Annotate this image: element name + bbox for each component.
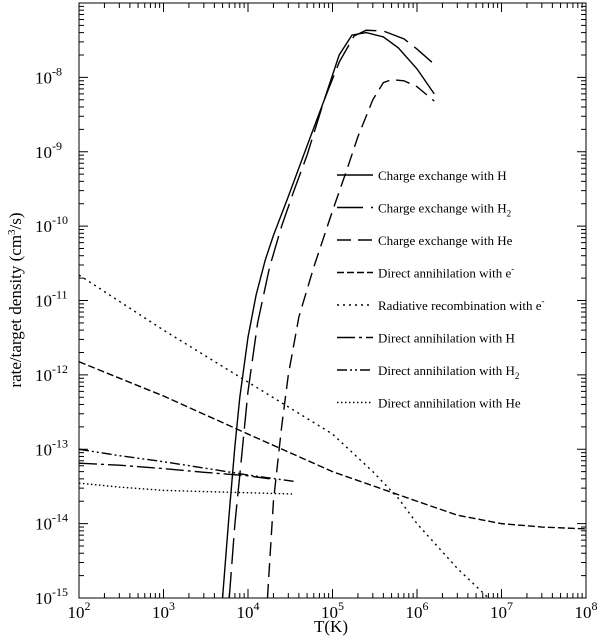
y-tick-label: 10-11	[35, 288, 68, 311]
x-tick-label: 107	[490, 599, 513, 622]
y-tick-label: 10-14	[35, 511, 68, 534]
series-line-direct-annihilation-with-h	[79, 462, 270, 480]
legend-label-charge-exchange-with-h: Charge exchange with H	[378, 168, 507, 183]
series-lines	[79, 29, 586, 598]
x-tick-label: 102	[68, 599, 91, 622]
legend-label-direct-annihilation-with-h: Direct annihilation with H	[378, 331, 515, 346]
legend-label-radiative-recombination-with-e: Radiative recombination with e-	[378, 296, 545, 313]
y-tick-label: 10-8	[35, 64, 62, 87]
legend-label-direct-annihilation-with-he: Direct annihilation with He	[378, 396, 521, 411]
y-axis-label: rate/target density (cm3/s)	[6, 212, 25, 387]
y-tick-label: 10-9	[35, 139, 62, 162]
legend-label-charge-exchange-with-he: Charge exchange with He	[378, 233, 513, 248]
legend-label-charge-exchange-with-h2: Charge exchange with H2	[378, 201, 511, 219]
x-tick-label: 104	[237, 599, 260, 622]
legend-label-direct-annihilation-with-e: Direct annihilation with e-	[378, 264, 514, 281]
x-tick-label: 103	[152, 599, 175, 622]
series-line-charge-exchange-with-h	[221, 31, 435, 598]
series-line-radiative-recombination-with-e	[79, 274, 489, 598]
y-tick-label: 10-12	[35, 362, 68, 385]
x-tick-label: 106	[406, 599, 429, 622]
series-line-direct-annihilation-with-h2	[79, 448, 295, 483]
series-line-direct-annihilation-with-he	[79, 482, 294, 495]
x-axis-label: T(K)	[314, 617, 348, 636]
series-line-direct-annihilation-with-e	[79, 361, 586, 530]
y-tick-label: 10-15	[35, 585, 68, 608]
x-tick-label: 108	[575, 599, 598, 622]
series-line-charge-exchange-with-he	[266, 79, 435, 598]
legend: Charge exchange with H Charge exchange wi…	[337, 168, 545, 411]
series-line-charge-exchange-with-h2	[228, 29, 433, 598]
x-tick-label: 105	[321, 599, 344, 622]
legend-label-direct-annihilation-with-h2: Direct annihilation with H2	[378, 363, 519, 381]
y-tick-label: 10-10	[35, 213, 68, 236]
axis-ticks: 102 103 104 105 106 107 108 10-15 10-14 10-13 10-1…	[35, 3, 598, 622]
y-tick-label: 10-13	[35, 436, 68, 459]
